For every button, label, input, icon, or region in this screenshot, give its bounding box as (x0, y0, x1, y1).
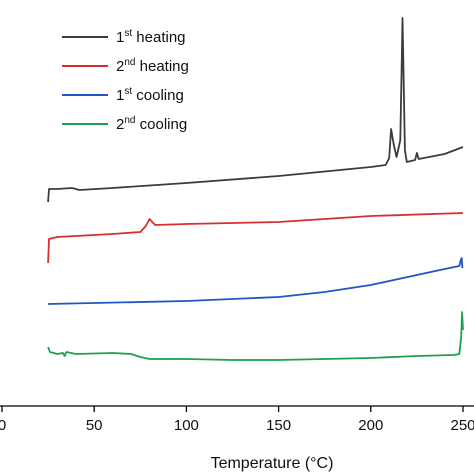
x-tick-label-150: 150 (266, 417, 291, 434)
x-axis-ticks (1, 406, 464, 412)
x-tick-label-250: 250 (450, 417, 474, 434)
legend-label-2: 1st cooling (116, 86, 184, 104)
legend-label-1: 2nd heating (116, 57, 189, 75)
legend-label-0: 1st heating (116, 28, 186, 46)
plot-area (47, 17, 464, 361)
x-axis-tick-labels: 0 50 100 150 200 250 (0, 417, 474, 434)
legend: 1st heating 2nd heating 1st cooling 2nd coo… (62, 28, 189, 133)
x-tick-label-100: 100 (174, 417, 199, 434)
series-line-1 (47, 212, 464, 264)
series-line-3 (47, 311, 464, 361)
x-tick-label-200: 200 (358, 417, 383, 434)
series-line-2 (48, 257, 464, 305)
x-axis-title: Temperature (°C) (211, 455, 334, 472)
legend-label-3: 2nd cooling (116, 115, 187, 133)
x-tick-label-50: 50 (86, 417, 103, 434)
series-line-0 (47, 17, 464, 203)
x-tick-label-0: 0 (0, 417, 6, 434)
